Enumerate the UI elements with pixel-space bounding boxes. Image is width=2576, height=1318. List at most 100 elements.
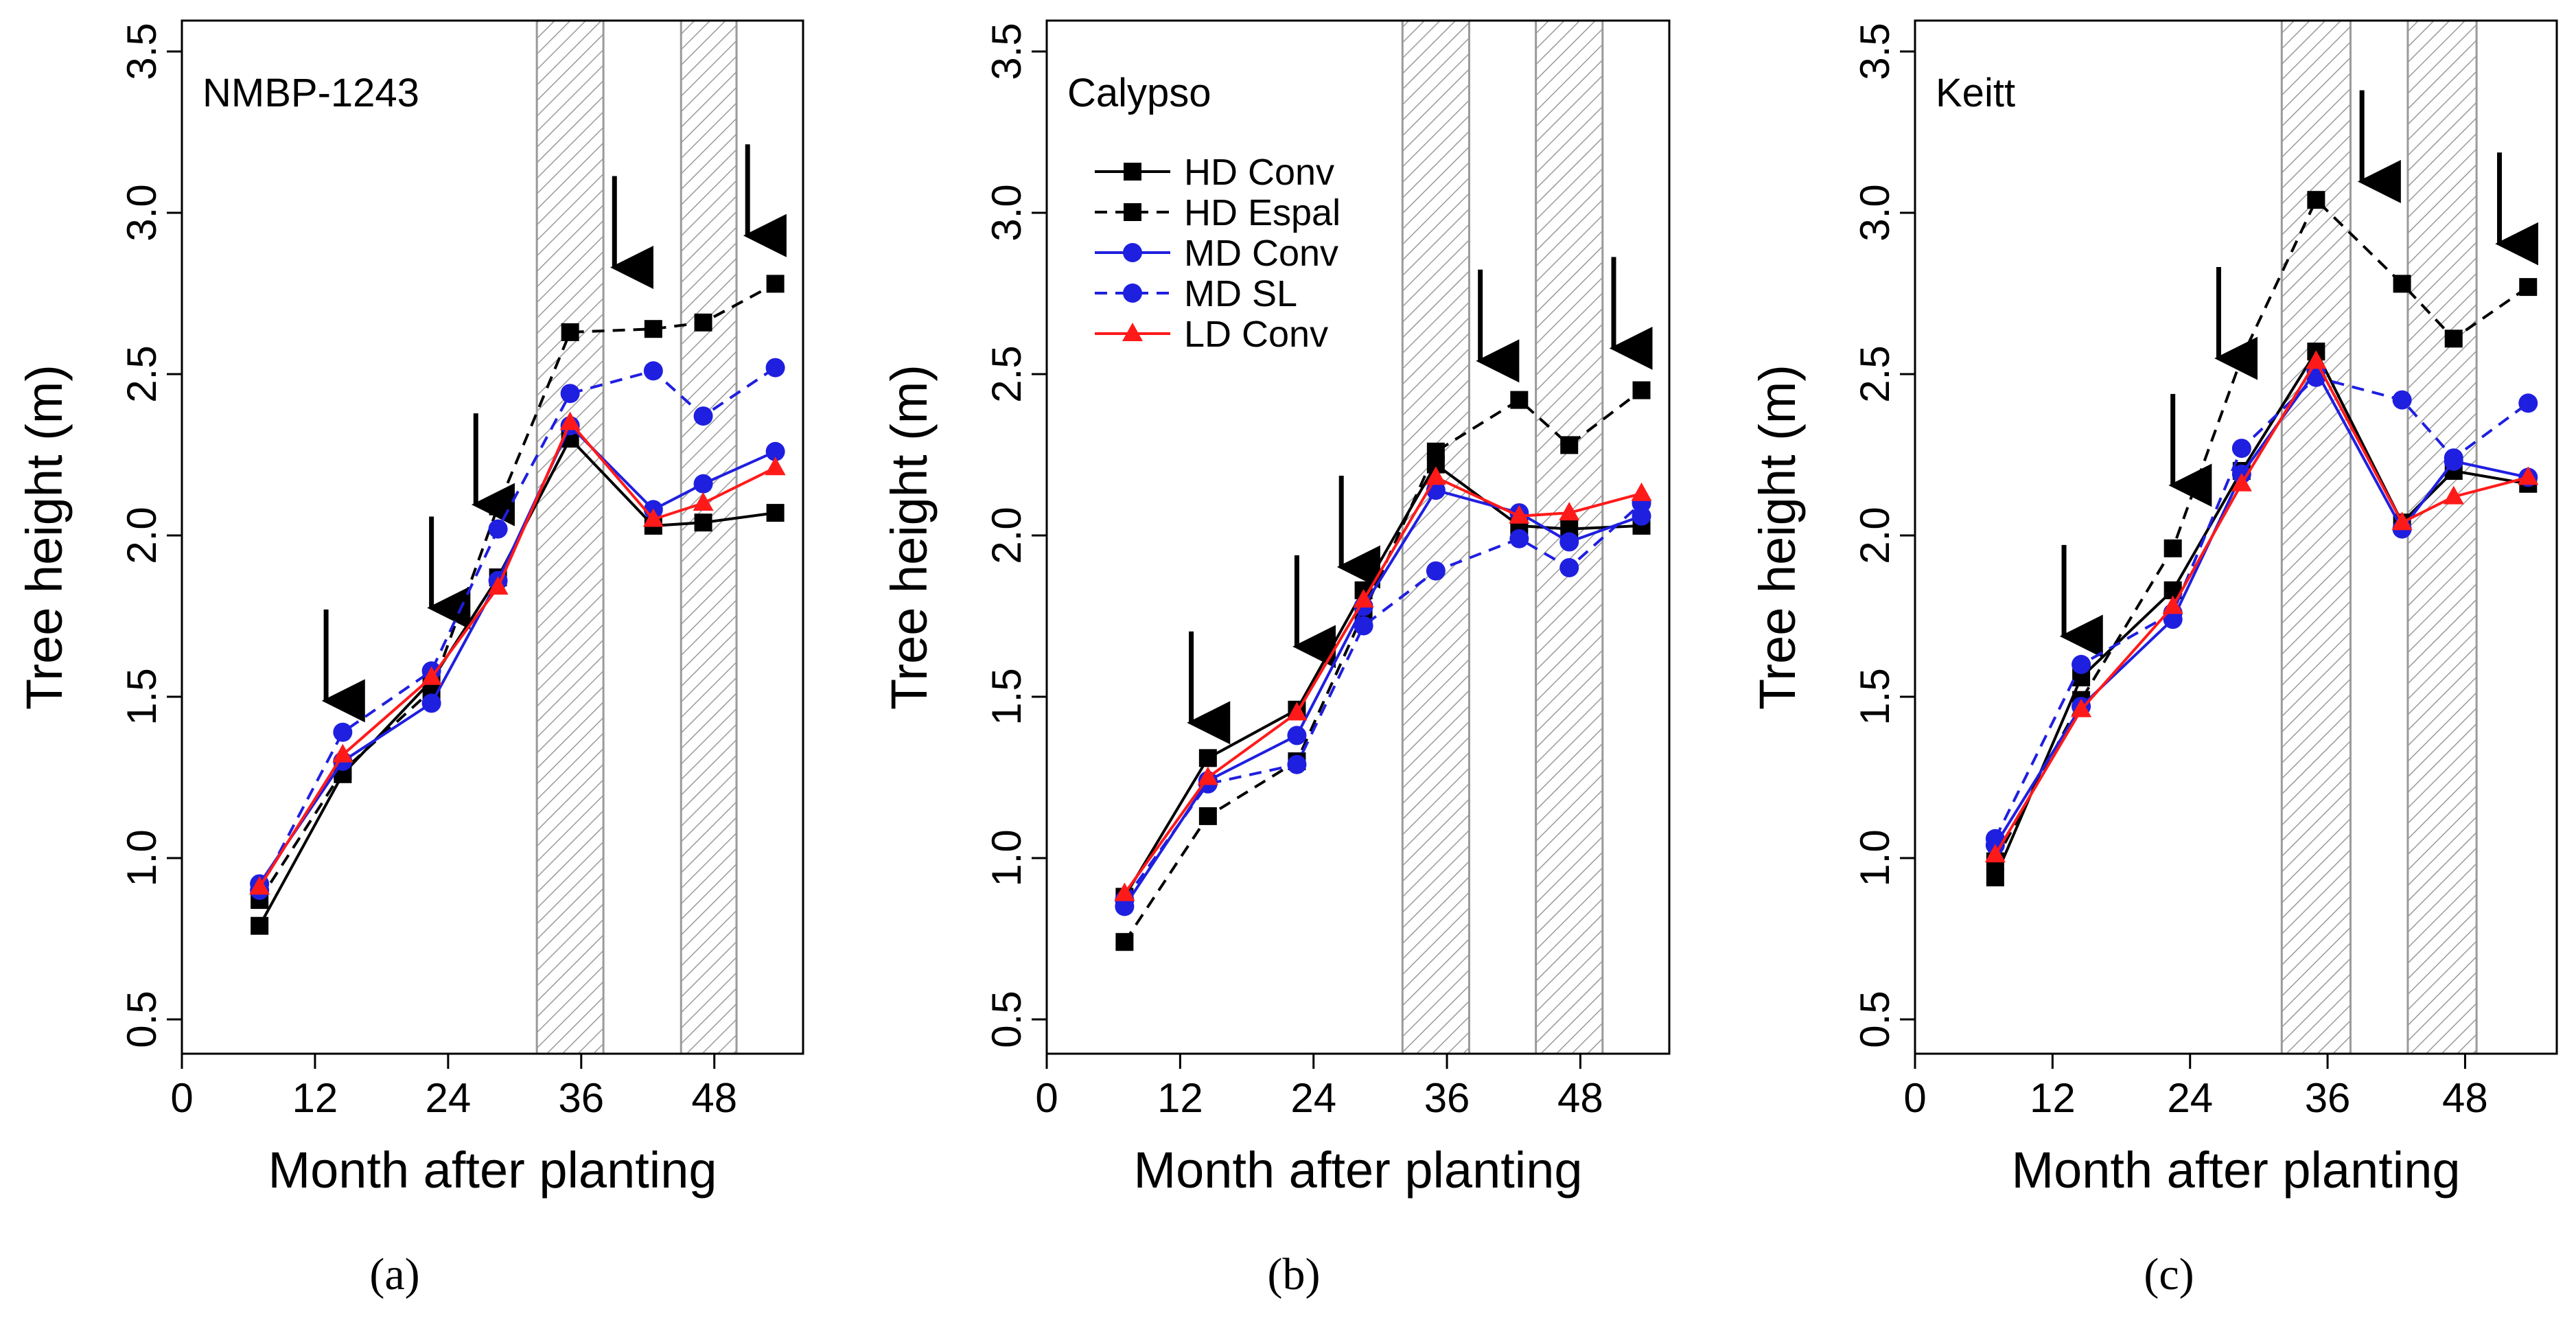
point-md-sl <box>1354 616 1373 636</box>
point-hd-espal <box>2519 278 2538 297</box>
y-tick-label: 2.0 <box>119 507 165 564</box>
point-md-sl <box>1509 529 1529 548</box>
chart-panel-2: 0.5 1.0 1.5 2.0 2.5 3.0 3.5 0 12 24 36 48 Month afte… <box>881 19 1671 1299</box>
x-tick-label: 36 <box>2305 1075 2351 1121</box>
point-ld-conv <box>249 876 270 895</box>
point-hd-espal <box>1510 391 1529 409</box>
y-tick-label: 0.5 <box>1852 991 1898 1048</box>
point-ld-conv <box>1984 844 2006 863</box>
point-md-sl <box>765 358 785 378</box>
point-hd-espal <box>1560 436 1579 454</box>
panel-label: NMBP-1243 <box>202 71 419 115</box>
point-md-conv <box>693 474 713 494</box>
y-tick-label: 1.5 <box>119 668 165 725</box>
y-tick-label: 1.5 <box>1852 668 1898 725</box>
y-axis-title: Tree height (m) <box>16 365 73 710</box>
y-tick-label: 3.5 <box>119 23 165 80</box>
point-md-conv <box>765 441 785 461</box>
series-line-md-sl <box>258 366 776 891</box>
point-ld-conv <box>421 666 442 685</box>
panel-caption: (a) <box>369 1249 419 1299</box>
point-md-sl <box>2072 655 2091 674</box>
point-ld-conv <box>2162 595 2183 614</box>
shaded-period <box>2406 19 2478 1055</box>
x-axis-title: Month after planting <box>268 1142 717 1199</box>
point-hd-espal <box>644 320 662 338</box>
point-ld-conv <box>2231 472 2252 492</box>
point-md-sl <box>1559 558 1579 577</box>
point-ld-conv <box>487 576 509 595</box>
point-hd-espal <box>2232 349 2251 367</box>
point-ld-conv <box>1197 766 1218 785</box>
y-tick-label: 3.0 <box>119 184 165 241</box>
y-tick-label: 1.5 <box>984 668 1030 725</box>
legend-label: LD Conv <box>1184 314 1328 355</box>
point-hd-conv <box>766 504 785 522</box>
y-tick-label: 2.0 <box>1852 507 1898 564</box>
y-axis-title: Tree height (m) <box>881 365 938 710</box>
x-tick-label: 24 <box>2167 1075 2213 1121</box>
point-ld-conv <box>693 492 714 511</box>
point-ld-conv <box>2518 466 2539 485</box>
legend-marker <box>1122 323 1143 341</box>
y-tick-label: 3.5 <box>1852 23 1898 80</box>
y-tick-label: 2.5 <box>1852 345 1898 402</box>
point-hd-espal <box>2393 275 2411 293</box>
plot-frame <box>181 19 804 1055</box>
x-tick-label: 36 <box>1424 1075 1470 1121</box>
series-ld-conv <box>1984 350 2539 863</box>
point-md-conv <box>421 693 441 713</box>
point-hd-espal <box>1632 381 1651 400</box>
point-ld-conv <box>1114 882 1135 901</box>
shaded-period <box>2280 19 2352 1055</box>
x-tick-label: 12 <box>292 1075 338 1121</box>
series-line-md-sl <box>1123 502 1643 901</box>
panel-label: Keitt <box>1936 71 2015 115</box>
point-ld-conv <box>1631 482 1652 501</box>
shaded-period <box>535 19 605 1055</box>
point-hd-conv <box>1986 868 2004 887</box>
point-md-sl <box>2231 439 2251 459</box>
point-ld-conv <box>2071 698 2092 717</box>
legend-label: MD SL <box>1184 273 1297 314</box>
y-tick-label: 2.0 <box>984 507 1030 564</box>
series-line-ld-conv <box>258 419 776 888</box>
legend-marker <box>1123 243 1142 262</box>
point-ld-conv <box>1353 589 1374 608</box>
x-tick-label: 0 <box>170 1075 193 1121</box>
point-md-sl <box>1287 754 1307 774</box>
y-tick-label: 3.5 <box>984 23 1030 80</box>
point-hd-espal <box>694 313 712 332</box>
point-ld-conv <box>1425 466 1446 485</box>
point-md-sl <box>560 384 580 404</box>
legend-label: MD Conv <box>1184 233 1338 274</box>
x-tick-label: 0 <box>1035 1075 1058 1121</box>
series-ld-conv <box>1114 466 1652 901</box>
plot-frame <box>1914 19 2558 1055</box>
x-tick-label: 12 <box>1157 1075 1203 1121</box>
point-md-sl <box>643 361 663 381</box>
y-tick-label: 2.5 <box>119 345 165 402</box>
plot-frame <box>1045 19 1671 1055</box>
point-hd-espal <box>766 275 785 293</box>
point-md-sl <box>333 722 353 742</box>
point-ld-conv <box>1286 702 1308 721</box>
legend-marker <box>1124 203 1141 221</box>
chart-panel-1: 0.5 1.0 1.5 2.0 2.5 3.0 3.5 0 12 24 36 48 Month afte… <box>16 19 804 1299</box>
plot-area <box>249 144 787 935</box>
panel-caption: (c) <box>2144 1249 2194 1299</box>
series-line-ld-conv <box>1123 475 1643 894</box>
x-tick-label: 12 <box>2030 1075 2076 1121</box>
x-axis-title: Month after planting <box>1133 1142 1582 1199</box>
point-md-sl <box>1985 829 2005 848</box>
y-tick-label: 3.0 <box>1852 184 1898 241</box>
point-ld-conv <box>2391 511 2413 531</box>
point-hd-espal <box>1198 807 1217 825</box>
plot-area <box>1984 90 2539 887</box>
point-ld-conv <box>332 743 353 763</box>
y-tick-label: 2.5 <box>984 345 1030 402</box>
legend-label: HD Conv <box>1184 152 1334 193</box>
point-hd-espal <box>2444 330 2463 348</box>
point-md-conv <box>1559 532 1579 552</box>
